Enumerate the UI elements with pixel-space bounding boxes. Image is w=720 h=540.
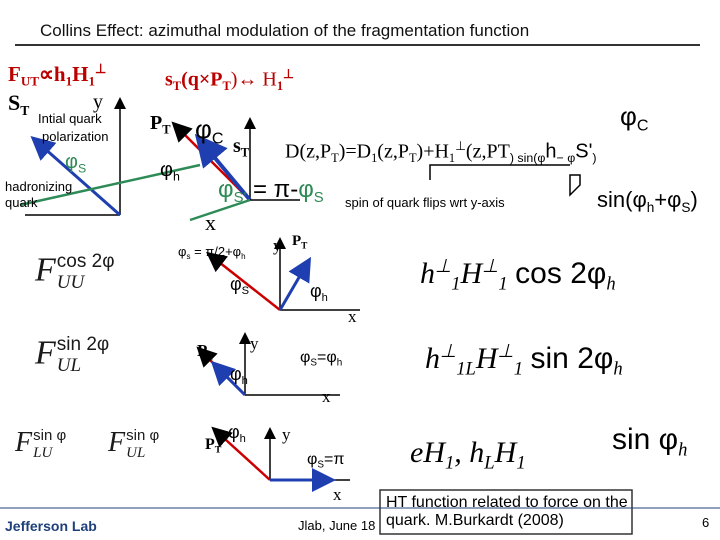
- label: y: [273, 236, 282, 255]
- formula-part: 1: [448, 150, 456, 165]
- label: φS=π: [307, 451, 345, 471]
- formula-part: T: [331, 150, 339, 165]
- label: spin of quark flips wrt y-axis: [345, 195, 505, 210]
- label: PT: [205, 436, 222, 456]
- footer-logo: Jefferson Lab: [5, 518, 97, 534]
- label: quark: [5, 195, 38, 210]
- formula-part: )=D: [338, 140, 372, 163]
- formula: FUT∝h1H1⊥: [8, 61, 107, 89]
- note-box: [379, 489, 633, 535]
- note: HT function related to force on the quar…: [386, 494, 628, 530]
- formula-part: (z,P: [377, 140, 409, 163]
- formula-part: (z,P: [465, 140, 498, 163]
- formula: sT(q×PT)↔ H1⊥: [165, 67, 294, 93]
- page-number: 6: [702, 515, 710, 530]
- label: φC: [195, 114, 224, 148]
- label: φh: [160, 159, 180, 184]
- formula: sin φh: [612, 423, 688, 461]
- formula-part: h: [545, 140, 557, 163]
- label: φS: [65, 151, 87, 176]
- label: y: [93, 91, 103, 113]
- formula-part: )+H: [416, 140, 449, 163]
- label: hadronizing: [5, 179, 73, 194]
- label: sin(φh+φS): [597, 187, 698, 215]
- arrows: [19, 97, 581, 492]
- formula-part: − φ: [556, 150, 576, 165]
- footer-event: Jlab, June 18: [298, 518, 376, 533]
- label: φS=φh: [300, 349, 343, 369]
- formula: eH1, hLH1: [410, 436, 526, 474]
- formula-part: D(z,P: [285, 140, 332, 163]
- label: φS' = π-φS: [218, 176, 324, 207]
- formula-part: ): [592, 150, 597, 165]
- formula: h⊥1H⊥1 cos 2φh: [420, 256, 616, 295]
- label: polarization: [42, 129, 109, 144]
- formula-part: T: [497, 140, 510, 163]
- label: x: [322, 387, 331, 406]
- label: φh: [310, 281, 328, 304]
- label: φC: [620, 101, 649, 135]
- formula-part: S': [575, 140, 593, 163]
- label: φh: [228, 422, 246, 445]
- formula-part: ⊥: [455, 139, 466, 153]
- label: PT: [292, 233, 308, 252]
- formula: h⊥1LH⊥1 sin 2φh: [425, 341, 623, 380]
- label: φS: [230, 274, 250, 297]
- title: Collins Effect: azimuthal modulation of …: [40, 21, 530, 40]
- label: φh: [230, 364, 248, 387]
- label: y: [250, 334, 259, 353]
- label: PT: [197, 341, 215, 363]
- label: sT: [233, 135, 250, 160]
- label: x: [333, 485, 342, 504]
- label: PT: [150, 112, 171, 137]
- label: Intial quark: [38, 111, 102, 126]
- label: ST: [8, 90, 30, 118]
- formula-part: 1: [371, 150, 378, 165]
- label: φs = π/2+φh: [178, 244, 246, 261]
- label: x: [348, 307, 357, 326]
- formula-part: ) sin(φ: [509, 150, 546, 165]
- label: x: [205, 210, 216, 235]
- label: y: [282, 425, 291, 444]
- formula-part: T: [408, 150, 417, 165]
- formula: D(z,PT)=D1(z,PT)+H1⊥(z,PT) sin(φh− φS'): [285, 140, 597, 164]
